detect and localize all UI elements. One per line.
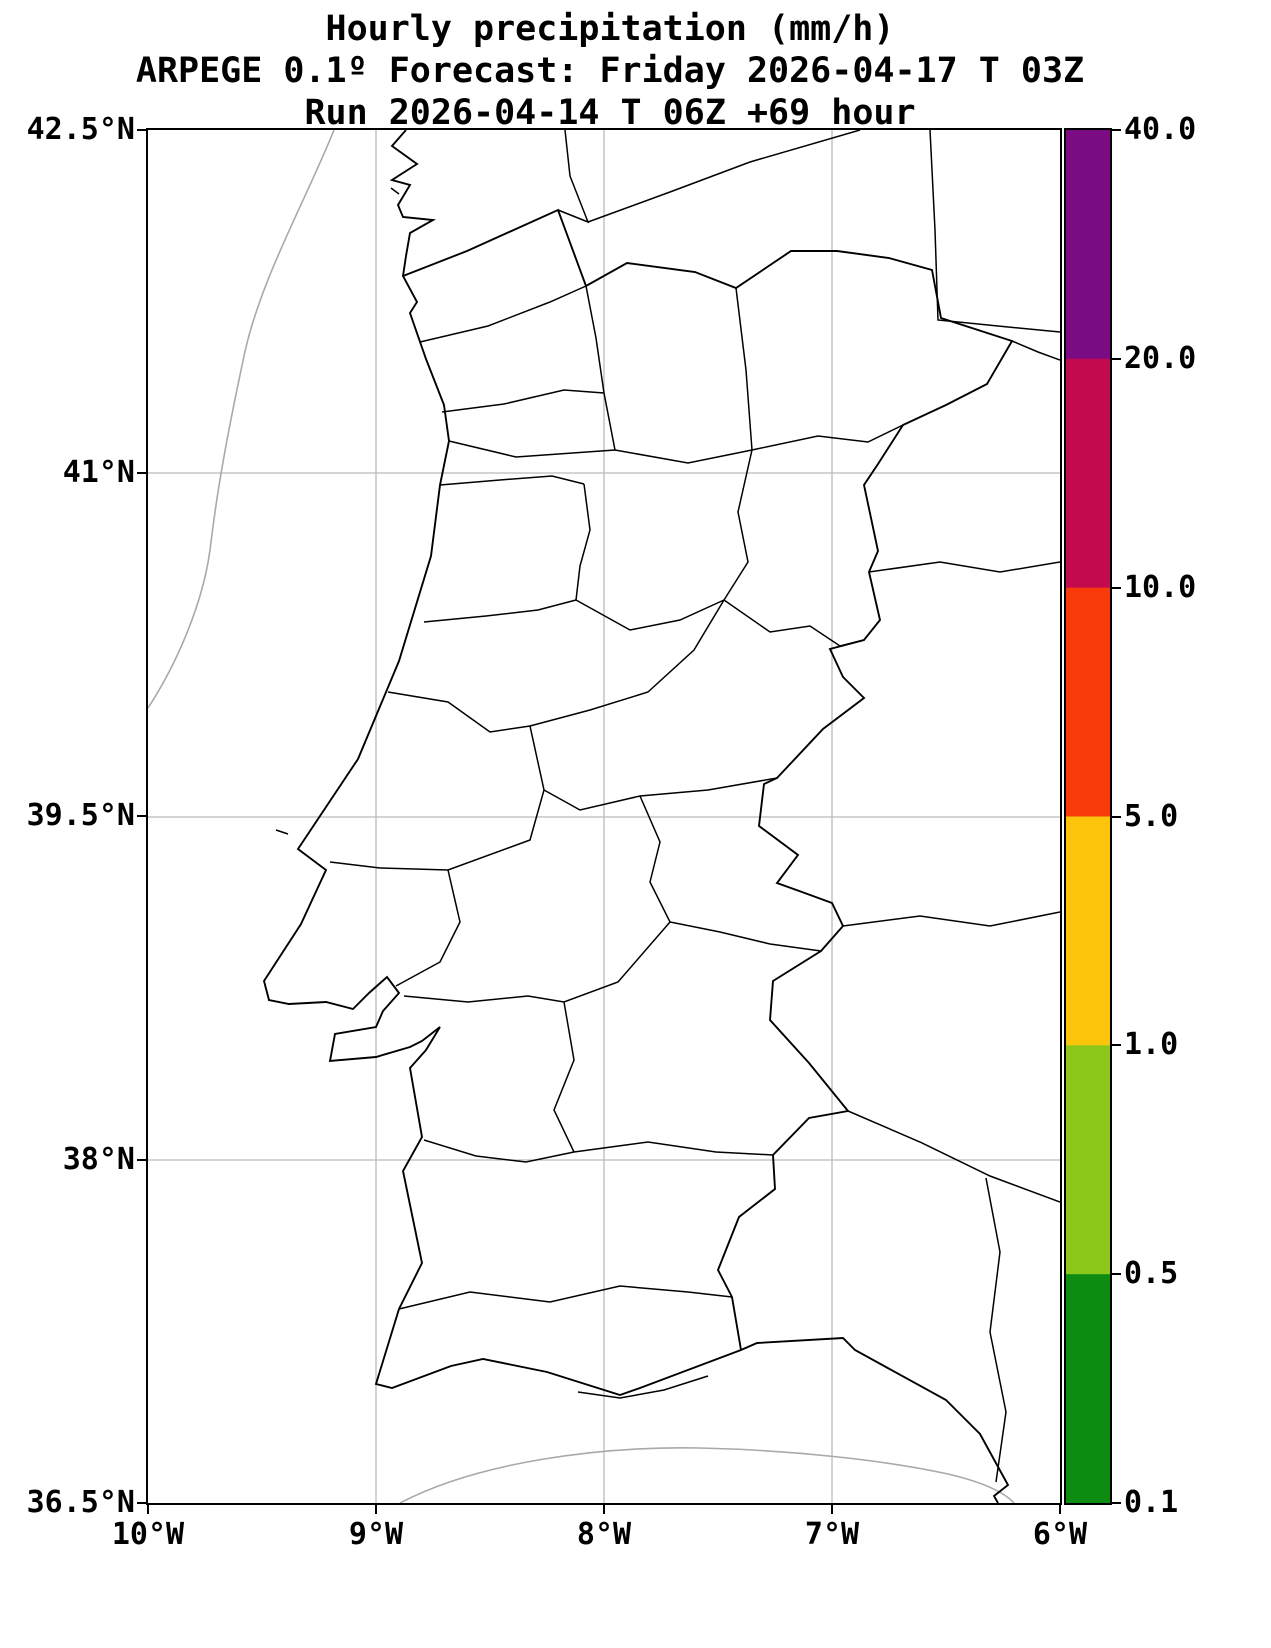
colorbar-tick (1112, 587, 1121, 589)
chart-subtitle-run: Run 2026-04-14 T 06Z +69 hour (304, 93, 916, 133)
map-plot-area (146, 128, 1062, 1505)
boundary-beja-faro (398, 1285, 733, 1310)
y-axis-tick (137, 1502, 146, 1504)
boundary-aveiro-viseu (575, 483, 591, 601)
colorbar-svg (1066, 130, 1110, 1504)
ria-formosa-barrier (577, 1375, 709, 1399)
chart-title: Hourly precipitation (mm/h) (325, 9, 895, 49)
boundary-badajoz-huelva (847, 1110, 1060, 1203)
colorbar-tick-label: 5.0 (1124, 799, 1179, 834)
colorbar-tick (1112, 1044, 1121, 1046)
x-tick-label: 10°W (111, 1517, 185, 1552)
colorbar-segment-1-5 (1066, 816, 1110, 1047)
offshore-contour-northwest (148, 130, 335, 709)
colorbar-segment-5-10 (1066, 587, 1110, 818)
boundary-setubal-beja (423, 1139, 575, 1163)
y-axis-tick (137, 815, 146, 817)
geography-lines (262, 130, 1060, 1503)
boundary-santarem-lisboa (395, 869, 461, 987)
x-tick-label: 8°W (576, 1517, 632, 1552)
x-tick-label: 9°W (348, 1517, 404, 1552)
boundary-viana-braga (419, 285, 587, 343)
colorbar-tick (1112, 816, 1121, 818)
x-axis-tick (603, 1505, 605, 1514)
colorbar-tick-label: 0.1 (1124, 1485, 1179, 1520)
island-cies (390, 187, 400, 195)
boundary-douro (448, 424, 904, 464)
x-tick-label: 6°W (1032, 1517, 1088, 1552)
boundary-zamora-salamanca (1011, 340, 1060, 361)
boundary-leiria-santarem (329, 725, 545, 871)
y-tick-label: 41°N (62, 455, 135, 490)
offshore-contours (148, 130, 1015, 1503)
colorbar-tick-label: 1.0 (1124, 1027, 1179, 1062)
portugal-spain-border-path (402, 208, 1014, 1351)
boundary-evora-setubal (553, 1001, 575, 1153)
x-axis-tick (147, 1505, 149, 1514)
boundary-vilareal-braganca (735, 287, 753, 451)
y-tick-label: 36.5°N (26, 1485, 135, 1520)
y-tick-label: 38°N (62, 1142, 135, 1177)
colorbar-tick-label: 40.0 (1124, 112, 1197, 147)
boundary-pontevedra-ourense (557, 130, 590, 224)
boundary-braga-porto (441, 389, 605, 413)
boundary-santarem-south (403, 921, 671, 1003)
boundary-porto-aveiro (439, 475, 585, 486)
colorbar-segment-10-20 (1066, 358, 1110, 589)
boundary-guarda-castelobranco (723, 599, 865, 647)
offshore-contour-south (399, 1447, 1015, 1503)
boundary-coimbra-leiria (387, 691, 531, 733)
y-tick-label: 39.5°N (26, 798, 135, 833)
boundary-viseu-coimbra (575, 599, 725, 631)
colorbar-tick-label: 10.0 (1124, 570, 1197, 605)
boundary-leon-zamora (929, 130, 1060, 333)
colorbar-tick (1112, 1273, 1121, 1275)
x-axis-tick (831, 1505, 833, 1514)
boundary-caceres-badajoz (842, 911, 1060, 927)
boundary-portalegre (639, 795, 822, 952)
boundary-aveiro-coimbra (423, 599, 577, 623)
colorbar-tick-label: 20.0 (1124, 341, 1197, 376)
x-axis-tick (375, 1505, 377, 1514)
spanish-province-boundaries (557, 130, 1060, 1483)
y-axis-tick (137, 1159, 146, 1161)
boundary-huelva-sevilla (985, 1177, 1007, 1483)
boundary-ourense-lugo (587, 130, 861, 223)
colorbar-tick (1112, 1502, 1121, 1504)
graticule-gridlines (148, 130, 1060, 1503)
boundary-castelobranco-tejo (543, 777, 778, 811)
boundary-braga-vilareal (585, 285, 616, 451)
y-axis-tick (137, 472, 146, 474)
colorbar-segment-01-05 (1066, 1274, 1110, 1504)
boundary-coimbra-castelobranco (529, 599, 725, 727)
colorbar-tick (1112, 358, 1121, 360)
boundary-evora-beja (573, 1141, 774, 1156)
colorbar-tick (1112, 129, 1121, 131)
y-axis-tick (137, 129, 146, 131)
map-svg (148, 130, 1060, 1503)
x-axis-tick (1059, 1505, 1061, 1514)
colorbar-segment-20-40 (1066, 130, 1110, 359)
chart-subtitle-forecast: ARPEGE 0.1º Forecast: Friday 2026-04-17 … (135, 51, 1085, 91)
island-berlengas (275, 829, 289, 835)
small-islands (275, 187, 709, 1399)
boundary-viseu-guarda (723, 449, 753, 601)
colorbar-tick-label: 0.5 (1124, 1256, 1179, 1291)
colorbar-segment-05-1 (1066, 1045, 1110, 1276)
y-tick-label: 42.5°N (26, 112, 135, 147)
x-tick-label: 7°W (804, 1517, 860, 1552)
boundary-salamanca-caceres (868, 561, 1060, 573)
district-boundaries (329, 285, 904, 1310)
precipitation-colorbar (1064, 128, 1112, 1505)
